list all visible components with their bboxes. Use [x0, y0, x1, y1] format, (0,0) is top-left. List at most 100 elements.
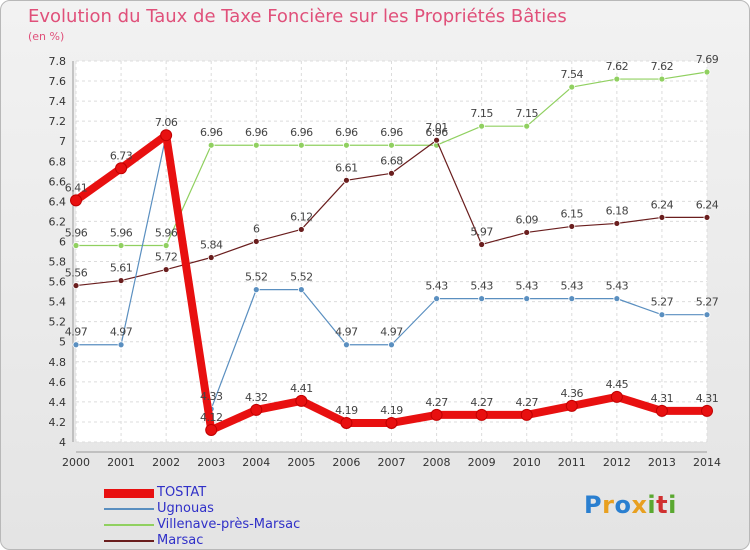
x-tick-label: 2006 [332, 456, 360, 469]
y-tick-label: 4.6 [49, 376, 67, 389]
data-point-marsac [343, 176, 350, 184]
y-tick-label: 5.2 [49, 316, 67, 329]
data-point-villenave-pr-s-marsac [117, 242, 125, 249]
data-point-villenave-pr-s-marsac [72, 242, 80, 249]
data-point-ugnouas [433, 295, 440, 303]
data-point-marsac [252, 238, 260, 245]
data-point-ugnouas [252, 286, 260, 294]
legend-swatch-villenave [104, 524, 154, 526]
data-label-villenave-pr-s-marsac: 6.96 [380, 126, 403, 139]
data-point-tostat [160, 129, 173, 142]
data-point-villenave-pr-s-marsac [162, 242, 170, 249]
data-point-ugnouas [523, 295, 531, 303]
data-label-marsac: 6.12 [290, 210, 313, 223]
data-point-marsac [162, 266, 170, 273]
data-point-tostat [610, 390, 623, 403]
data-point-ugnouas [388, 341, 395, 349]
data-point-tostat [655, 404, 668, 417]
data-point-tostat [250, 403, 263, 416]
data-label-marsac: 5.72 [155, 251, 178, 264]
legend-label-ugnouas: Ugnouas [157, 501, 214, 516]
y-tick-label: 7.6 [49, 75, 67, 88]
data-point-marsac [388, 169, 395, 177]
data-label-tostat: 4.27 [425, 396, 448, 409]
chart-subtitle: (en %) [28, 30, 65, 43]
data-label-tostat: 4.45 [606, 378, 629, 391]
data-label-marsac: 6.15 [561, 207, 584, 220]
y-tick-label: 6.6 [49, 175, 67, 188]
data-point-marsac [568, 223, 576, 230]
data-point-marsac [433, 136, 440, 144]
data-point-villenave-pr-s-marsac [658, 75, 666, 83]
data-label-ugnouas: 5.43 [515, 280, 538, 293]
data-label-villenave-pr-s-marsac: 7.54 [561, 68, 584, 81]
data-label-marsac: 6.18 [606, 204, 629, 217]
y-tick-label: 6 [59, 235, 66, 248]
data-point-marsac [523, 229, 531, 236]
y-tick-label: 6.8 [49, 155, 67, 168]
data-point-tostat [340, 416, 353, 429]
data-label-tostat: 4.31 [651, 392, 674, 405]
x-tick-label: 2010 [513, 456, 541, 469]
data-label-marsac: 6.61 [335, 161, 358, 174]
data-label-tostat: 4.32 [245, 391, 268, 404]
data-point-tostat [701, 404, 713, 417]
y-tick-label: 7.4 [49, 95, 67, 108]
data-point-tostat [295, 394, 308, 407]
data-point-tostat [205, 423, 218, 436]
data-label-tostat: 4.36 [561, 387, 584, 400]
data-label-ugnouas: 5.27 [651, 296, 674, 309]
data-point-marsac [117, 277, 125, 284]
data-label-villenave-pr-s-marsac: 5.96 [155, 226, 178, 239]
data-label-tostat: 4.19 [335, 404, 358, 417]
data-label-marsac: 6.09 [515, 213, 538, 226]
logo-letter: r [602, 491, 615, 519]
legend-swatch-tostat [104, 489, 154, 498]
data-label-marsac: 6.24 [651, 198, 674, 211]
data-label-marsac: 5.56 [65, 267, 88, 280]
chart-title: Evolution du Taux de Taxe Foncière sur l… [28, 6, 567, 27]
data-label-tostat: 4.19 [380, 404, 403, 417]
y-tick-label: 6.2 [49, 215, 67, 228]
data-label-tostat: 4.31 [696, 392, 719, 405]
x-tick-label: 2009 [468, 456, 496, 469]
data-point-tostat [520, 408, 533, 421]
data-point-ugnouas [613, 295, 621, 303]
data-label-ugnouas: 5.43 [470, 280, 493, 293]
data-point-ugnouas [478, 295, 486, 303]
y-tick-label: 4.2 [49, 416, 67, 429]
data-label-marsac: 6 [253, 222, 260, 235]
y-tick-label: 5.4 [49, 296, 67, 309]
data-label-marsac: 7.01 [425, 121, 448, 134]
data-label-ugnouas: 5.43 [606, 280, 629, 293]
data-label-villenave-pr-s-marsac: 5.96 [110, 226, 133, 239]
x-tick-label: 2000 [62, 456, 90, 469]
data-point-marsac [72, 282, 80, 289]
data-point-villenave-pr-s-marsac [568, 83, 576, 91]
data-point-ugnouas [117, 341, 125, 349]
y-tick-label: 7 [59, 135, 66, 148]
y-tick-label: 7.8 [49, 55, 67, 68]
legend-item-villenave: Villenave-près-Marsac [104, 517, 364, 533]
data-label-tostat: 6.41 [65, 181, 88, 194]
data-label-tostat: 4.12 [200, 411, 223, 424]
data-label-marsac: 5.61 [110, 262, 133, 275]
x-tick-label: 2013 [648, 456, 676, 469]
data-label-ugnouas: 4.97 [380, 326, 403, 339]
x-tick-label: 2001 [107, 456, 135, 469]
y-tick-label: 5.6 [49, 276, 67, 289]
data-point-villenave-pr-s-marsac [343, 141, 350, 149]
y-tick-label: 6.4 [49, 195, 67, 208]
proxiti-logo: Proxiti [584, 491, 677, 519]
x-tick-label: 2007 [378, 456, 406, 469]
x-tick-label: 2011 [558, 456, 586, 469]
data-point-ugnouas [297, 286, 305, 294]
data-label-tostat: 4.41 [290, 382, 313, 395]
data-label-ugnouas: 4.33 [200, 390, 223, 403]
data-label-ugnouas: 4.97 [65, 326, 88, 339]
x-tick-label: 2002 [152, 456, 180, 469]
data-label-ugnouas: 4.97 [110, 326, 133, 339]
x-tick-label: 2008 [423, 456, 451, 469]
